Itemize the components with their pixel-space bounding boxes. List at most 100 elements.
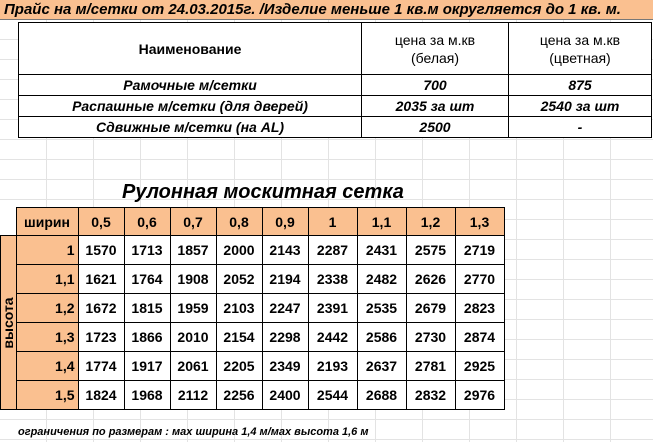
table-row: Распашные м/сетки (для дверей) 2035 за ш… [18,95,652,117]
price-cell: 2247 [261,293,309,323]
price-cell: 1824 [77,380,125,410]
header-color-line2: (цветная) [549,49,611,66]
size-limits-note: ограничения по размерам : мах ширина 1,4… [18,426,369,438]
price-cell: 1621 [77,264,125,294]
height-header: 1,5 [15,380,79,410]
roll-screen-title: Рулонная москитная сетка [122,181,404,203]
price-cell: 1857 [169,235,217,265]
price-white: 2500 [361,116,509,138]
price-cell: 2193 [307,351,358,381]
header-name: Наименование [18,22,362,75]
price-cell: 2544 [307,380,358,410]
width-header: 1 [307,207,358,236]
price-cell: 1713 [123,235,171,265]
price-cell: 2832 [405,380,456,410]
price-cell: 2823 [454,293,505,323]
height-header: 1,2 [15,293,79,323]
price-list-title: Прайс на м/сетки от 24.03.2015г. /Издели… [0,0,653,20]
price-cell: 2112 [169,380,217,410]
table-row: Сдвижные м/сетки (на AL) 2500 - [18,116,652,138]
item-name: Сдвижные м/сетки (на AL) [18,116,362,138]
height-label-cell: высота [0,235,17,410]
width-header: 0,9 [261,207,309,236]
header-color-line1: цена за м.кв [539,31,621,48]
price-cell: 2770 [454,264,505,294]
price-cell: 2154 [215,322,263,352]
price-white: 2035 за шт [361,95,509,117]
height-header: 1 [15,235,79,265]
price-cell: 1908 [169,264,217,294]
height-header: 1,3 [15,322,79,352]
price-cell: 2143 [261,235,309,265]
price-cell: 2679 [405,293,456,323]
price-cell: 2874 [454,322,505,352]
header-white-line1: цена за м.кв [394,31,476,48]
price-cell: 1723 [77,322,125,352]
price-cell: 2575 [405,235,456,265]
price-cell: 2061 [169,351,217,381]
price-table: Наименование цена за м.кв (белая) цена з… [18,22,652,138]
width-header: 1,3 [454,207,505,236]
price-cell: 2688 [356,380,407,410]
table-row: высота 1 1570 1713 1857 2000 2143 2287 2… [0,235,505,410]
width-header: 1,2 [405,207,456,236]
header-white-line2: (белая) [410,49,460,66]
price-cell: 1968 [123,380,171,410]
roll-price-table: ширин 0,5 0,6 0,7 0,8 0,9 1 1,1 1,2 1,3 … [0,207,505,410]
price-cell: 2391 [307,293,358,323]
width-header: 1,1 [356,207,407,236]
header-color-price: цена за м.кв (цветная) [508,22,652,75]
price-cell: 2925 [454,351,505,381]
width-header: 0,8 [215,207,263,236]
price-color: - [508,116,652,138]
price-cell: 1815 [123,293,171,323]
item-name: Рамочные м/сетки [18,74,362,96]
price-cell: 2976 [454,380,505,410]
height-label: высота [0,296,17,349]
price-color: 875 [508,74,652,96]
price-cell: 2287 [307,235,358,265]
price-cell: 1917 [123,351,171,381]
price-cell: 2431 [356,235,407,265]
height-header: 1,1 [15,264,79,294]
table-row: 1,5 1824 1968 2112 2256 2400 2544 2688 2… [1,380,505,410]
price-cell: 2000 [215,235,263,265]
width-label: ширин [15,207,79,236]
table-row: 1,3 1723 1866 2010 2154 2298 2442 2586 2… [1,322,505,352]
table-row: Рамочные м/сетки 700 875 [18,74,652,96]
price-cell: 2482 [356,264,407,294]
table-row: 1,4 1774 1917 2061 2205 2349 2193 2637 2… [1,351,505,381]
price-cell: 2010 [169,322,217,352]
price-cell: 2586 [356,322,407,352]
price-cell: 2194 [261,264,309,294]
price-cell: 1959 [169,293,217,323]
price-color: 2540 за шт [508,95,652,117]
width-header: 0,6 [123,207,171,236]
price-cell: 2781 [405,351,456,381]
price-cell: 2298 [261,322,309,352]
item-name: Распашные м/сетки (для дверей) [18,95,362,117]
price-cell: 2400 [261,380,309,410]
price-cell: 2205 [215,351,263,381]
width-header: 0,5 [77,207,125,236]
price-cell: 1672 [77,293,125,323]
corner-cell [1,208,17,236]
table-row: 1,1 1621 1764 1908 2052 2194 2338 2482 2… [1,264,505,294]
table-row: 1,2 1672 1815 1959 2103 2247 2391 2535 2… [1,293,505,323]
price-cell: 2626 [405,264,456,294]
price-cell: 2535 [356,293,407,323]
price-cell: 2730 [405,322,456,352]
price-cell: 2442 [307,322,358,352]
price-cell: 2338 [307,264,358,294]
price-cell: 2052 [215,264,263,294]
price-white: 700 [361,74,509,96]
price-cell: 1774 [77,351,125,381]
header-white-price: цена за м.кв (белая) [361,22,509,75]
price-cell: 2103 [215,293,263,323]
price-cell: 2256 [215,380,263,410]
price-cell: 2637 [356,351,407,381]
price-cell: 1764 [123,264,171,294]
price-cell: 1570 [77,235,125,265]
height-header: 1,4 [15,351,79,381]
width-header: 0,7 [169,207,217,236]
